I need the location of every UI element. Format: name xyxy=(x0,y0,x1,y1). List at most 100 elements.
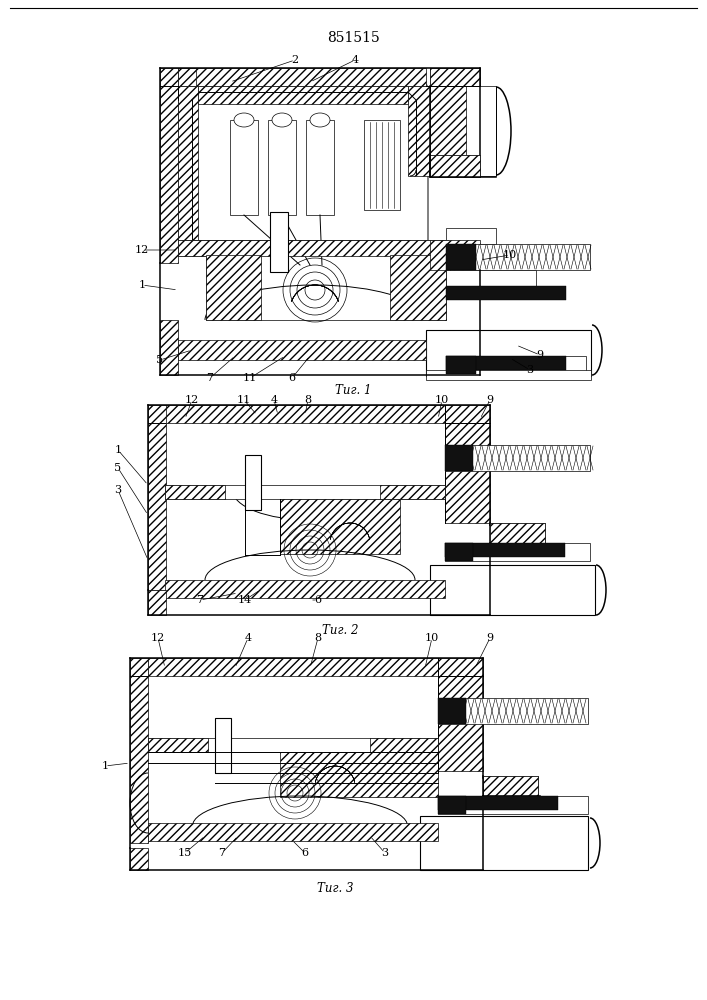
Bar xyxy=(438,796,466,814)
Bar xyxy=(148,658,438,676)
Bar xyxy=(438,698,466,724)
Text: Τиг. 2: Τиг. 2 xyxy=(322,624,358,637)
Bar xyxy=(364,120,400,210)
Bar xyxy=(165,580,445,598)
Bar xyxy=(130,848,148,870)
Bar xyxy=(160,320,178,375)
Bar xyxy=(408,86,430,176)
Text: 1: 1 xyxy=(101,761,109,771)
Bar xyxy=(430,240,480,270)
Bar xyxy=(148,823,438,841)
Bar xyxy=(483,776,538,796)
Bar xyxy=(165,405,445,423)
Bar xyxy=(438,796,588,814)
Bar xyxy=(380,485,445,499)
Bar xyxy=(490,523,545,543)
Bar xyxy=(165,485,445,499)
Bar xyxy=(438,698,588,724)
Bar xyxy=(245,455,261,510)
Text: 4: 4 xyxy=(271,395,278,405)
Bar xyxy=(426,330,591,376)
Bar xyxy=(426,370,591,380)
Bar xyxy=(306,120,334,215)
Text: 4: 4 xyxy=(245,633,252,643)
Bar xyxy=(370,738,438,752)
Bar xyxy=(445,543,473,561)
Text: Τиг. 1: Τиг. 1 xyxy=(334,383,371,396)
Bar xyxy=(160,68,178,263)
Text: 851515: 851515 xyxy=(327,31,380,45)
Text: 10: 10 xyxy=(503,250,517,260)
Bar xyxy=(430,155,480,177)
Bar xyxy=(446,228,496,244)
Text: 6: 6 xyxy=(301,848,308,858)
Bar xyxy=(466,86,496,176)
Text: 12: 12 xyxy=(151,633,165,643)
Bar xyxy=(178,86,198,241)
Bar xyxy=(270,212,288,272)
Bar xyxy=(430,68,480,86)
Bar xyxy=(178,240,448,256)
Text: 15: 15 xyxy=(178,848,192,858)
Bar xyxy=(206,255,446,320)
Bar xyxy=(450,244,590,270)
Bar xyxy=(430,155,480,177)
Bar xyxy=(280,752,438,797)
Bar xyxy=(268,120,296,215)
Text: 9: 9 xyxy=(486,395,493,405)
Text: 12: 12 xyxy=(135,245,149,255)
Bar xyxy=(446,356,566,370)
Text: 4: 4 xyxy=(351,55,358,65)
Bar xyxy=(430,68,480,176)
Text: 1: 1 xyxy=(139,280,146,290)
Bar xyxy=(483,776,538,796)
Bar xyxy=(446,286,566,300)
Bar xyxy=(430,565,595,615)
Bar xyxy=(165,485,225,499)
Text: 12: 12 xyxy=(185,395,199,405)
FancyBboxPatch shape xyxy=(184,82,428,253)
Bar xyxy=(178,240,448,256)
Bar xyxy=(198,86,408,104)
Bar xyxy=(446,270,536,286)
Bar xyxy=(215,718,231,773)
Bar xyxy=(438,658,483,676)
Text: 3: 3 xyxy=(115,485,122,495)
Ellipse shape xyxy=(234,113,254,127)
Text: 11: 11 xyxy=(243,373,257,383)
Text: 5: 5 xyxy=(156,355,163,365)
Bar xyxy=(390,255,446,320)
Text: 6: 6 xyxy=(288,373,296,383)
Text: 9: 9 xyxy=(486,633,493,643)
Text: 5: 5 xyxy=(115,463,122,473)
Bar xyxy=(445,543,565,557)
Bar xyxy=(420,816,588,870)
Bar xyxy=(446,244,476,270)
Ellipse shape xyxy=(272,113,292,127)
Bar xyxy=(446,356,586,374)
Text: 7: 7 xyxy=(218,848,226,858)
Bar xyxy=(438,796,558,810)
Text: 10: 10 xyxy=(425,633,439,643)
Bar xyxy=(445,423,490,523)
Bar xyxy=(178,68,426,86)
Text: 7: 7 xyxy=(206,373,214,383)
Text: 8: 8 xyxy=(315,633,322,643)
Bar xyxy=(206,255,261,320)
Bar xyxy=(445,543,590,561)
Bar xyxy=(430,86,480,176)
Text: 3: 3 xyxy=(382,848,389,858)
Bar xyxy=(178,68,196,86)
Bar xyxy=(430,240,480,270)
Text: 1: 1 xyxy=(115,445,122,455)
Text: 14: 14 xyxy=(238,595,252,605)
Text: Τиг. 3: Τиг. 3 xyxy=(317,882,354,894)
Bar xyxy=(445,405,490,423)
Bar xyxy=(230,120,258,215)
Bar xyxy=(178,340,426,360)
Bar xyxy=(130,658,148,843)
Bar xyxy=(445,445,473,471)
Text: 3: 3 xyxy=(527,365,534,375)
Ellipse shape xyxy=(310,113,330,127)
Text: 2: 2 xyxy=(291,55,298,65)
